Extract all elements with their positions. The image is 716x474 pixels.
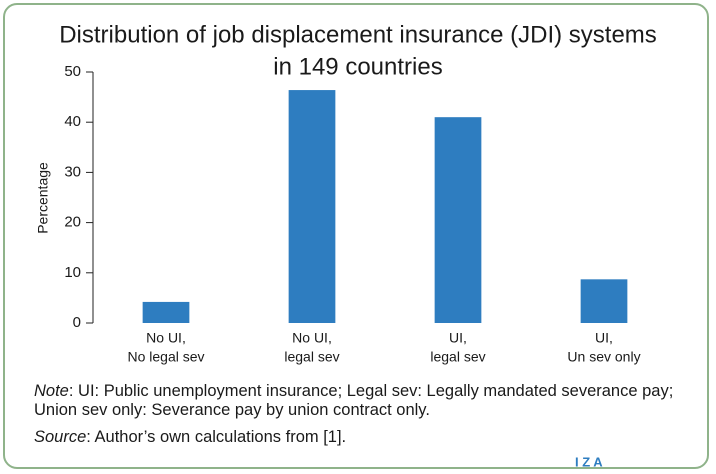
x-tick-label: legal sev — [284, 349, 339, 365]
y-axis-label: Percentage — [35, 162, 51, 234]
x-tick-label: Un sev only — [567, 349, 640, 365]
y-tick-label: 40 — [64, 113, 81, 130]
note-text: : UI: Public unemployment insurance; Leg… — [34, 382, 674, 419]
x-tick-label: No UI, — [292, 330, 332, 346]
x-tick-label: No legal sev — [127, 349, 204, 365]
x-tick-label: No UI, — [146, 330, 186, 346]
frame — [3, 3, 709, 469]
y-tick-label: 10 — [64, 264, 81, 281]
bar — [142, 301, 190, 323]
source-text: : Author’s own calculations from [1]. — [86, 428, 347, 446]
y-tick-label: 20 — [64, 214, 81, 231]
x-tick-label: legal sev — [430, 349, 485, 365]
chart-title: Distribution of job displacement insuran… — [59, 21, 657, 48]
note: Note: UI: Public unemployment insurance;… — [34, 382, 694, 420]
x-tick-label: UI, — [449, 330, 467, 346]
source: Source: Author’s own calculations from [… — [34, 428, 694, 447]
x-tick-label: UI, — [595, 330, 613, 346]
bar — [434, 117, 482, 324]
note-label: Note — [34, 382, 69, 400]
chart-title: in 149 countries — [273, 53, 442, 80]
bar — [580, 279, 628, 323]
logo: I Z A — [575, 454, 603, 469]
y-tick-label: 0 — [73, 314, 81, 331]
bar — [288, 90, 336, 324]
y-tick-label: 30 — [64, 163, 81, 180]
y-tick-label: 50 — [64, 63, 81, 80]
source-label: Source — [34, 428, 87, 446]
